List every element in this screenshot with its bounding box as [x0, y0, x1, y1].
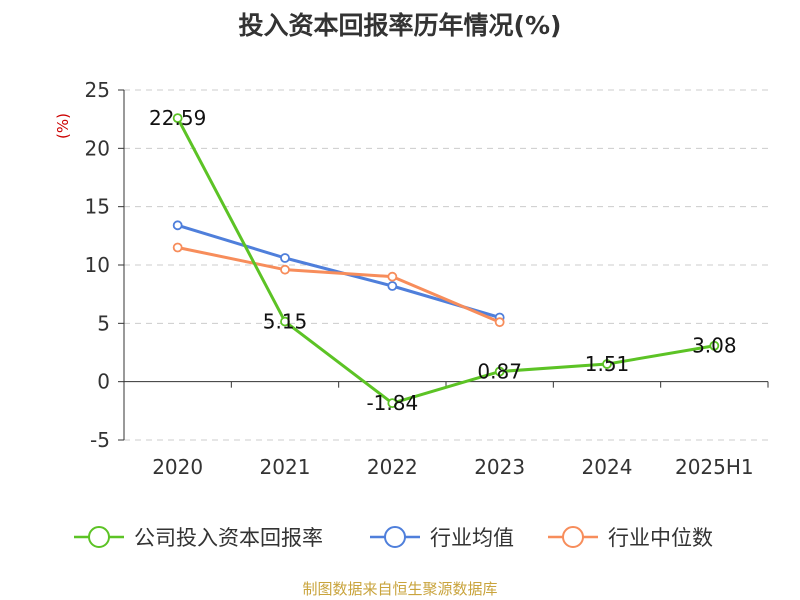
- data-point: [494, 366, 505, 377]
- data-point: [602, 359, 612, 369]
- legend-label: 公司投入资本回报率: [134, 526, 323, 550]
- y-tick-label: 10: [85, 253, 110, 277]
- data-label: 1.51: [585, 352, 630, 376]
- data-point: [280, 253, 290, 263]
- data-point: [387, 271, 398, 282]
- x-tick-label: 2021: [260, 455, 311, 479]
- y-tick-label: 0: [97, 370, 110, 394]
- x-tick-label: 2020: [152, 455, 203, 479]
- axes: -5 0 5 10 15 20 25 2020 2021 2022 2023 2024 2025H1 (%…: [54, 78, 769, 479]
- legend-swatch-marker: [88, 526, 110, 548]
- x-tick-label: 2025H1: [675, 455, 754, 479]
- source-note: 制图数据来自恒生聚源数据库: [302, 580, 498, 598]
- legend-item: 公司投入资本回报率: [74, 526, 323, 550]
- data-label: 0.87: [477, 360, 522, 384]
- data-label: -1.84: [366, 391, 418, 415]
- y-tick-label: 5: [97, 311, 110, 335]
- y-tick-label: 15: [85, 195, 110, 219]
- series-line: [177, 223, 501, 319]
- data-point: [172, 113, 183, 124]
- data-point: [494, 317, 505, 328]
- legend-item: 行业均值: [370, 526, 514, 550]
- x-tick-label: 2024: [582, 455, 633, 479]
- y-tick-label: -5: [90, 428, 110, 452]
- legend-label: 行业中位数: [608, 526, 713, 550]
- series-line: [176, 117, 715, 405]
- x-tick-label: 2023: [474, 455, 525, 479]
- data-point: [172, 242, 183, 253]
- y-tick-label: 20: [85, 136, 110, 160]
- legend: 公司投入资本回报率 行业均值 行业中位数: [74, 526, 713, 550]
- legend-label: 行业均值: [430, 526, 514, 550]
- series-line: [177, 246, 501, 324]
- chart-title: 投入资本回报率历年情况(%): [238, 11, 562, 40]
- y-axis-label: (%): [54, 113, 72, 139]
- data-point: [172, 220, 183, 231]
- data-label: 5.15: [263, 310, 308, 334]
- y-tick-label: 25: [85, 78, 110, 102]
- legend-item: 行业中位数: [548, 526, 713, 550]
- data-point: [709, 340, 720, 351]
- x-tick-label: 2022: [367, 455, 418, 479]
- data-label: 3.08: [692, 334, 737, 358]
- data-labels: 22.59 5.15 -1.84 0.87 1.51 3.08: [149, 106, 737, 415]
- legend-swatch-marker: [384, 526, 406, 548]
- data-point: [387, 398, 398, 409]
- series-lines: [172, 113, 720, 409]
- legend-swatch-marker: [562, 526, 584, 548]
- grid-lines: [124, 89, 768, 441]
- data-point: [280, 264, 290, 275]
- data-point: [280, 316, 290, 327]
- data-point: [387, 281, 398, 291]
- data-label: 22.59: [149, 106, 206, 130]
